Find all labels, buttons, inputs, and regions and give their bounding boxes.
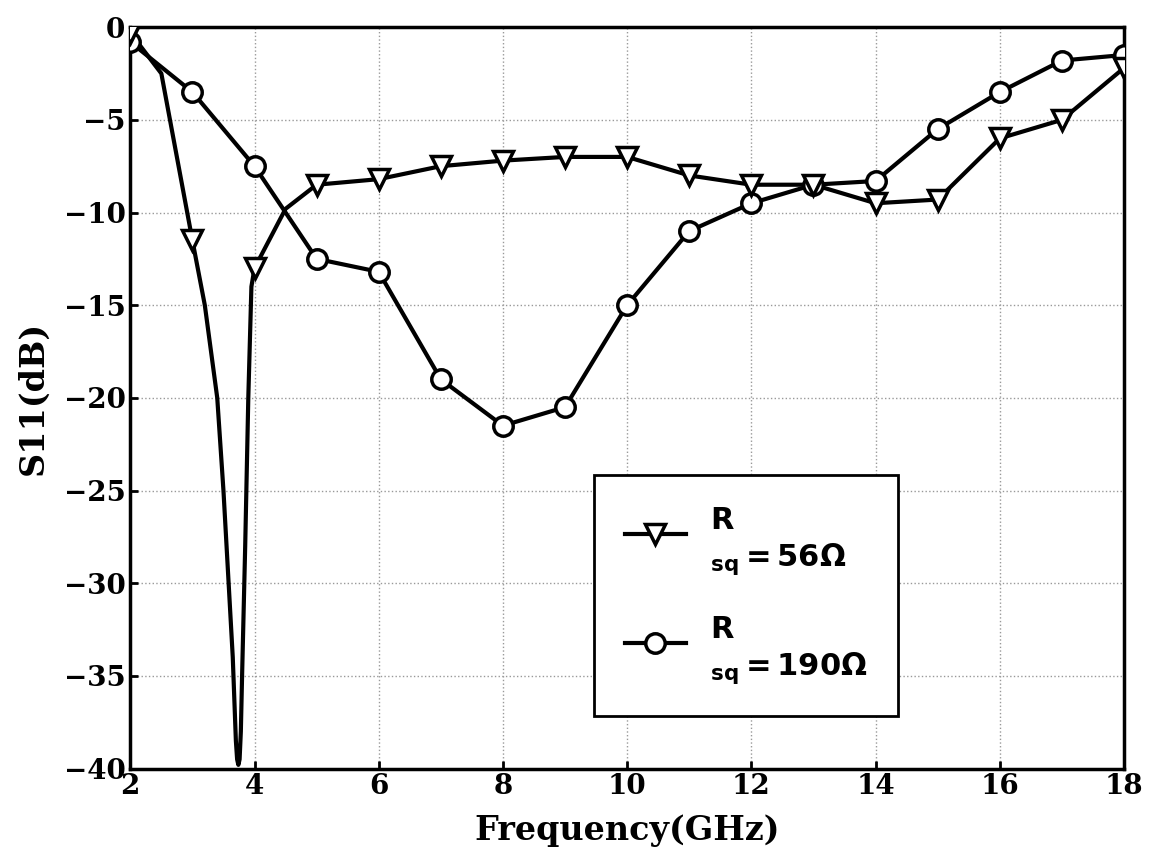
Legend: $\mathbf{R}$
$\mathbf{_{sq}=56\Omega}$, $\mathbf{R}$
$\mathbf{_{sq}=190\Omega}$: $\mathbf{R}$ $\mathbf{_{sq}=56\Omega}$, … xyxy=(594,474,899,716)
X-axis label: Frequency(GHz): Frequency(GHz) xyxy=(474,815,780,848)
Y-axis label: S11(dB): S11(dB) xyxy=(16,321,50,475)
